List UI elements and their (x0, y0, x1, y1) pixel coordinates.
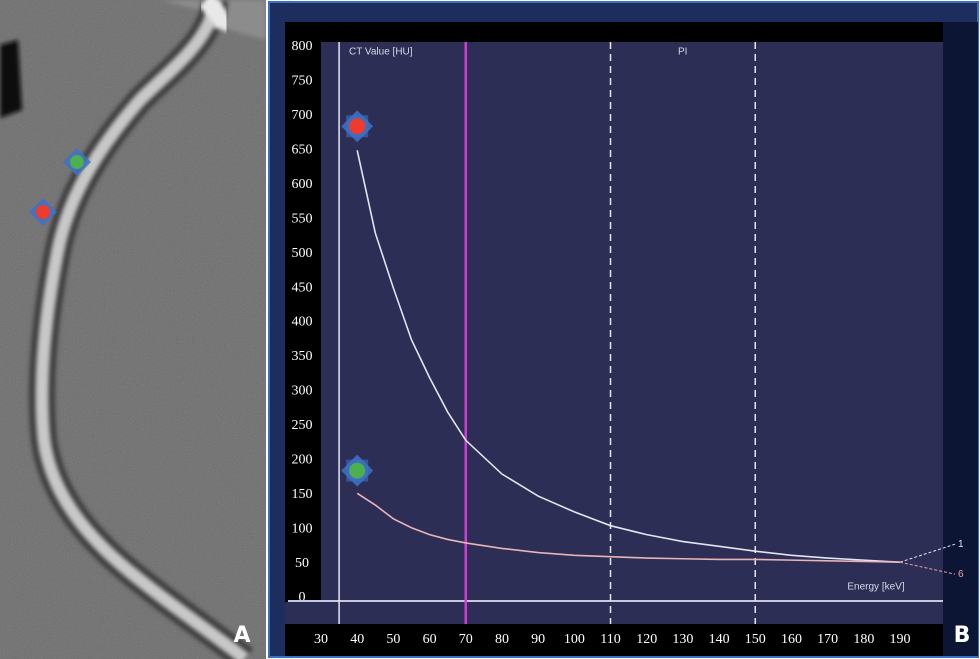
x-tick-label: 30 (314, 632, 328, 647)
ct-image-panel: A (0, 0, 266, 659)
series-label: 6 (958, 569, 964, 580)
y-tick-label: 400 (292, 315, 313, 330)
x-tick-label: 110 (600, 632, 620, 647)
x-tick-label: 160 (781, 632, 802, 647)
x-tick-label: 70 (459, 632, 473, 647)
marker-red (29, 198, 57, 226)
series-label: 1 (958, 539, 964, 550)
separator (266, 0, 269, 659)
y-axis-title: CT Value [HU] (349, 47, 413, 58)
x-tick-label: 80 (495, 632, 509, 647)
y-tick-label: 50 (295, 556, 309, 571)
panel-label: B (954, 623, 971, 648)
x-tick-label: 60 (423, 632, 437, 647)
point-marker (349, 118, 366, 135)
y-tick-label: 150 (292, 487, 313, 502)
x-tick-label: 40 (350, 632, 364, 647)
x-tick-label: 100 (564, 632, 585, 647)
y-tick-label: 450 (292, 280, 313, 295)
y-tick-label: 650 (292, 143, 313, 158)
series-line (356, 492, 901, 563)
y-tick-label: 200 (292, 452, 313, 467)
x-tick-label: 50 (386, 632, 400, 647)
y-tick-label: 0 (299, 590, 306, 605)
x-tick-label: 190 (890, 632, 911, 647)
x-tick-label: 170 (817, 632, 838, 647)
x-axis-title: Energy [keV] (847, 582, 904, 593)
spectral-plot-panel: CT Value [HU] PI Energy [keV] B (268, 1, 979, 658)
y-tick-label: 800 (292, 39, 313, 54)
x-tick-label: 140 (709, 632, 730, 647)
x-tick-label: 90 (531, 632, 545, 647)
y-tick-label: 600 (292, 177, 313, 192)
y-tick-label: 350 (292, 349, 313, 364)
x-tick-label: 130 (672, 632, 693, 647)
series-line (356, 150, 901, 563)
y-tick-label: 500 (292, 246, 313, 261)
y-tick-label: 550 (292, 211, 313, 226)
label-leader (899, 561, 956, 575)
y-tick-label: 300 (292, 384, 313, 399)
x-tick-label: 150 (745, 632, 766, 647)
y-tick-label: 100 (292, 521, 313, 536)
x-tick-label: 180 (853, 632, 874, 647)
y-tick-label: 750 (292, 74, 313, 89)
y-tick-label: 700 (292, 108, 313, 123)
marker-green (63, 148, 91, 176)
x-tick-label: 120 (636, 632, 657, 647)
y-tick-label: 250 (292, 418, 313, 433)
panel-label: A (233, 623, 250, 648)
point-marker (349, 462, 366, 479)
region-label: PI (678, 47, 687, 58)
